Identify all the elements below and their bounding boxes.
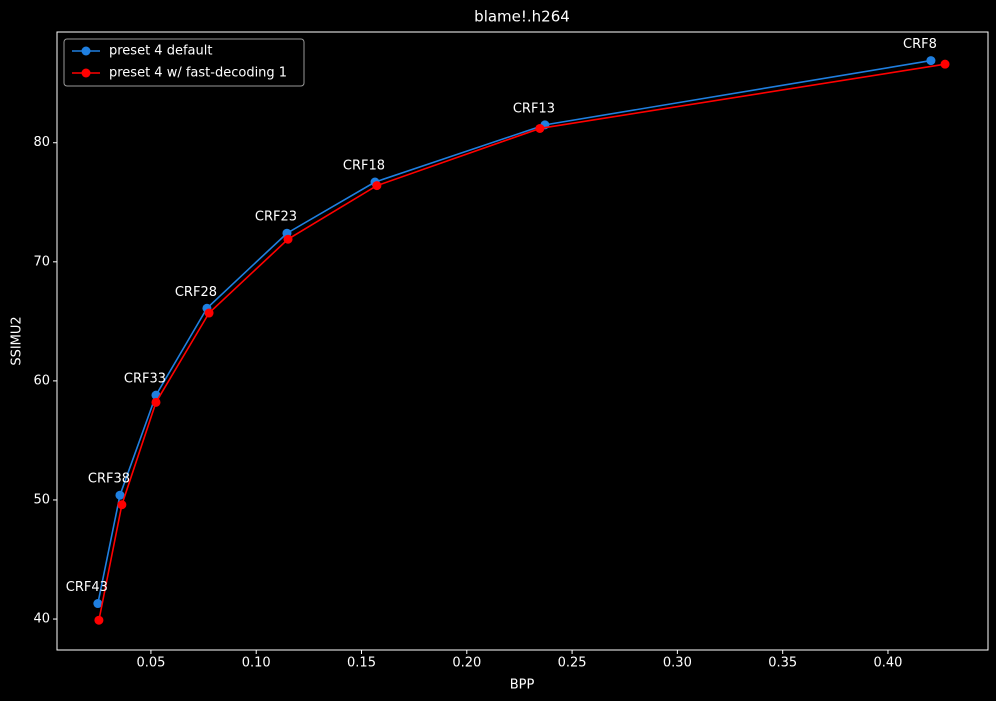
x-tick-label: 0.35	[768, 656, 797, 671]
data-point	[535, 123, 545, 133]
data-point	[926, 56, 936, 66]
annotation: CRF33	[124, 372, 166, 387]
data-point	[940, 59, 950, 69]
x-tick-label: 0.05	[136, 656, 165, 671]
legend-box	[63, 38, 305, 87]
data-point	[94, 615, 104, 625]
data-point	[283, 234, 293, 244]
x-tick-label: 0.10	[242, 656, 271, 671]
plot-frame	[56, 31, 989, 651]
x-axis-label: BPP	[510, 678, 535, 693]
x-tick-label: 0.20	[452, 656, 481, 671]
x-tick-label: 0.15	[347, 656, 376, 671]
y-tick-label: 50	[33, 492, 50, 507]
data-point	[115, 490, 125, 500]
y-tick-label: 40	[33, 612, 50, 627]
y-tick-label: 80	[33, 135, 50, 150]
chart-title: blame!.h264	[474, 8, 570, 26]
legend-label: preset 4 w/ fast-decoding 1	[109, 66, 287, 81]
y-tick-label: 70	[33, 254, 50, 269]
data-point	[151, 397, 161, 407]
legend-label: preset 4 default	[109, 44, 212, 59]
data-point	[372, 181, 382, 191]
annotation: CRF43	[66, 580, 108, 595]
x-tick-label: 0.40	[873, 656, 902, 671]
series-line	[97, 59, 932, 604]
y-tick-label: 60	[33, 373, 50, 388]
annotation: CRF13	[513, 101, 555, 116]
series-line	[98, 63, 946, 621]
x-tick-label: 0.25	[558, 656, 587, 671]
x-tick-label: 0.30	[663, 656, 692, 671]
legend-marker	[81, 68, 91, 78]
annotation: CRF23	[255, 210, 297, 225]
annotation: CRF8	[903, 37, 937, 52]
y-axis-label: SSIMU2	[10, 316, 25, 365]
legend-marker	[81, 46, 91, 56]
data-point	[204, 308, 214, 318]
annotation: CRF28	[175, 285, 217, 300]
annotation: CRF18	[343, 159, 385, 174]
data-point	[117, 500, 127, 510]
data-point	[93, 599, 103, 609]
annotation: CRF38	[88, 472, 130, 487]
